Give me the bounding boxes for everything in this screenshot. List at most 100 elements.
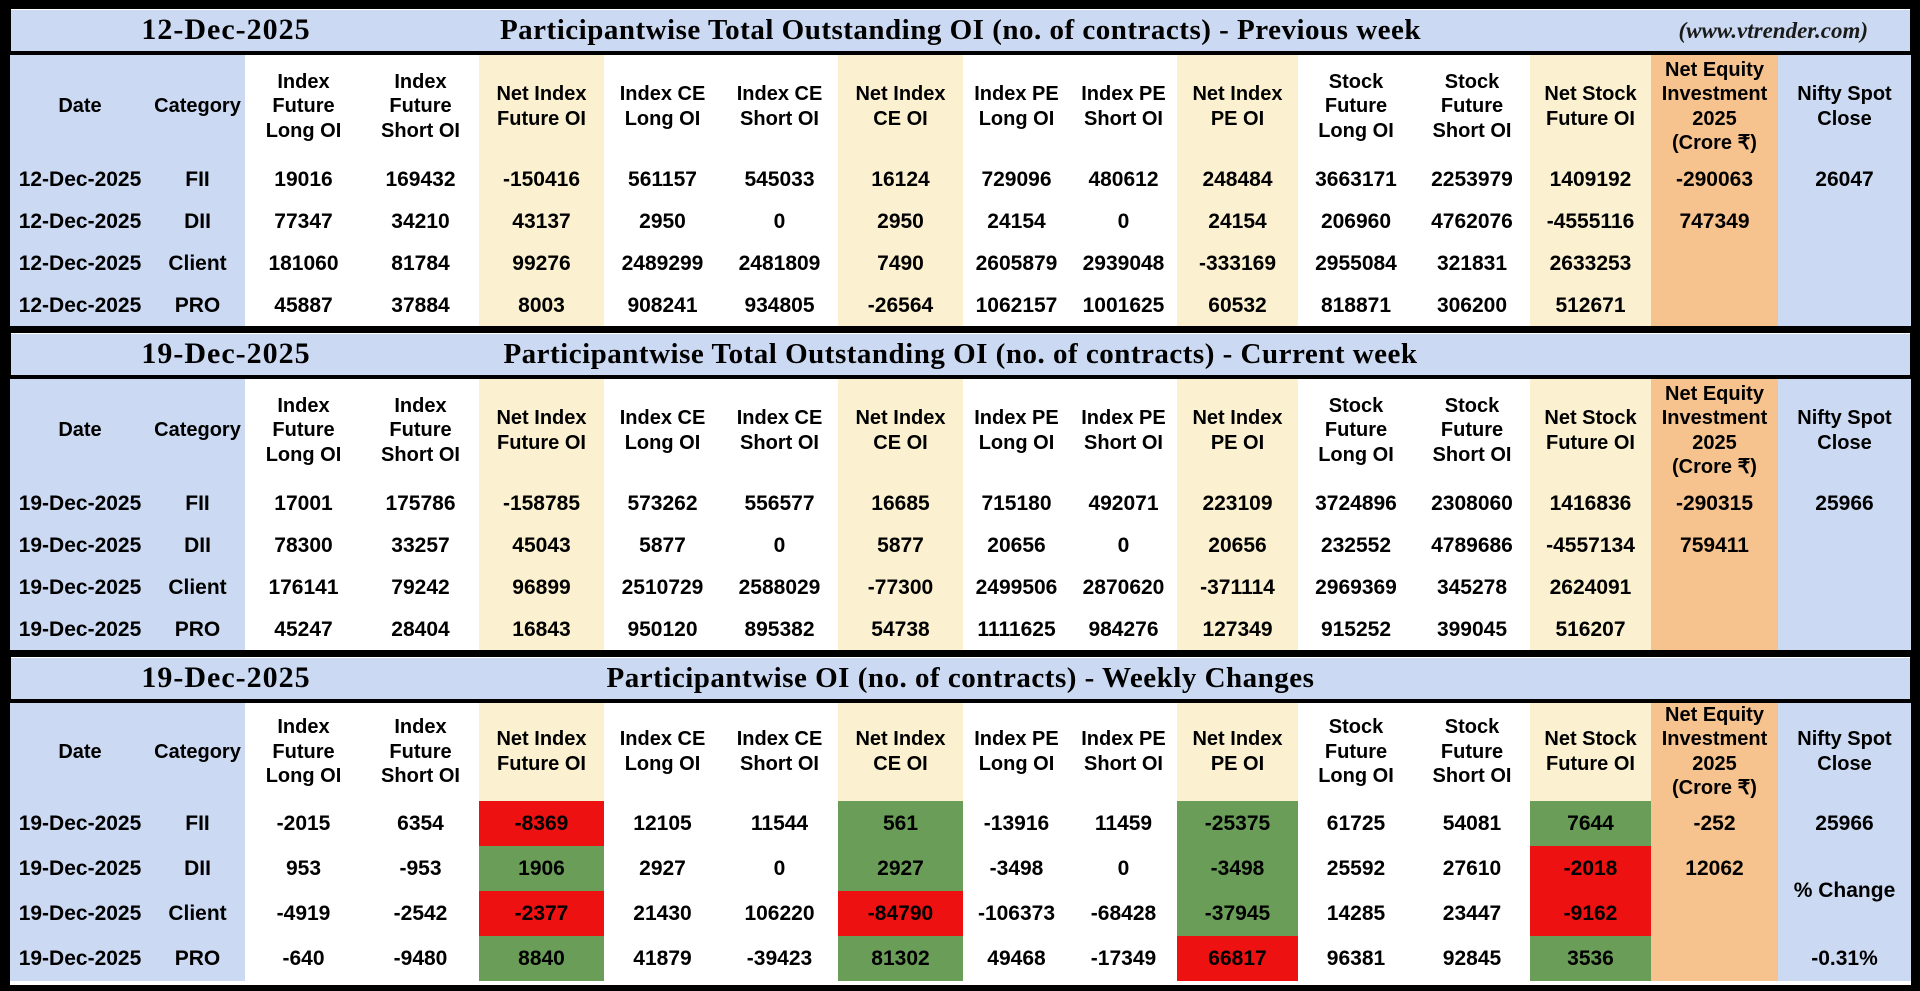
cell-index-ce-short-oi: 545033 bbox=[744, 167, 815, 191]
cell-net-stock-future-oi: 2624091 bbox=[1530, 566, 1651, 608]
cell-index-pe-short-oi: 2870620 bbox=[1082, 575, 1165, 599]
cell-category: DII bbox=[150, 524, 245, 566]
cell-category: PRO bbox=[150, 608, 245, 650]
cell-date: 19-Dec-2025 bbox=[10, 845, 150, 891]
col-header-index-pe-long-oi: Index PE Long OI bbox=[974, 83, 1059, 130]
col-header-index-pe-long-oi: Index PE Long OI bbox=[974, 407, 1059, 454]
col-header-category: Category bbox=[150, 379, 245, 482]
col-header-date: Date bbox=[10, 379, 150, 482]
cell-index-ce-long-oi: 12105 bbox=[633, 811, 692, 835]
cell-stock-future-short-oi: 321831 bbox=[1436, 251, 1508, 275]
cell-nifty-spot-close: 25966 bbox=[1778, 482, 1911, 524]
website-credit: (www.vtrender.com) bbox=[1678, 17, 1868, 43]
cell-index-future-short-oi: 81784 bbox=[391, 251, 450, 275]
col-header-stock-future-long-oi: Stock Future Long OI bbox=[1318, 716, 1394, 787]
cell-index-pe-long-oi: -3498 bbox=[989, 856, 1044, 880]
col-header-index-ce-long-oi: Index CE Long OI bbox=[619, 83, 706, 130]
cell-index-future-short-oi: 79242 bbox=[391, 575, 450, 599]
cell-date: 12-Dec-2025 bbox=[10, 242, 150, 284]
cell-stock-future-long-oi: 61725 bbox=[1326, 811, 1386, 835]
oi-report-sheet: Participantwise Total Outstanding OI (no… bbox=[10, 8, 1911, 985]
table-row: 19-Dec-2025 Client -4919 -2542 -2377 21430 106… bbox=[10, 890, 1911, 936]
cell-nifty-spot-close bbox=[1778, 524, 1911, 566]
cell-category: Client bbox=[150, 242, 245, 284]
cell-index-ce-long-oi: 573262 bbox=[627, 491, 698, 515]
cell-net-stock-future-oi: -9162 bbox=[1530, 890, 1651, 936]
cell-index-ce-long-oi: 908241 bbox=[627, 293, 698, 317]
cell-stock-future-long-oi: 206960 bbox=[1320, 209, 1392, 233]
cell-net-index-future-oi: 1906 bbox=[479, 845, 604, 891]
current-week-date: 19-Dec-2025 bbox=[141, 337, 311, 370]
cell-date: 19-Dec-2025 bbox=[10, 935, 150, 981]
cell-nifty-spot-close bbox=[1778, 608, 1911, 650]
cell-index-ce-short-oi: 11544 bbox=[750, 811, 809, 835]
cell-stock-future-short-oi: 306200 bbox=[1436, 293, 1508, 317]
col-header-category: Category bbox=[150, 703, 245, 801]
table-row: 19-Dec-2025 FII 17001 175786 -158785 573262 55… bbox=[10, 482, 1911, 524]
cell-net-index-pe-oi: 66817 bbox=[1177, 935, 1298, 981]
cell-index-pe-short-oi: -17349 bbox=[1090, 946, 1157, 970]
cell-nifty-spot-close bbox=[1778, 200, 1911, 242]
cell-index-future-short-oi: 175786 bbox=[385, 491, 456, 515]
col-header-index-future-short-oi: Index Future Short OI bbox=[381, 70, 460, 142]
cell-net-index-pe-oi: 60532 bbox=[1177, 284, 1298, 326]
cell-net-equity-investment: 759411 bbox=[1651, 524, 1778, 566]
cell-net-index-pe-oi: 20656 bbox=[1177, 524, 1298, 566]
cell-net-index-pe-oi: -371114 bbox=[1177, 566, 1298, 608]
cell-net-index-ce-oi: 54738 bbox=[838, 608, 963, 650]
col-header-nifty-spot-close: Nifty Spot Close bbox=[1778, 55, 1911, 158]
cell-index-future-short-oi: 169432 bbox=[385, 167, 456, 191]
col-header-net-stock-future-oi: Net Stock Future OI bbox=[1530, 703, 1651, 801]
cell-net-equity-investment: 12062 bbox=[1651, 845, 1778, 891]
cell-net-stock-future-oi: -4555116 bbox=[1530, 200, 1651, 242]
cell-index-pe-short-oi: 0 bbox=[1117, 856, 1130, 880]
table-row: 12-Dec-2025 DII 77347 34210 43137 2950 0 2950 24… bbox=[10, 200, 1911, 242]
cell-index-future-short-oi: 28404 bbox=[391, 617, 450, 641]
cell-index-ce-long-oi: 950120 bbox=[627, 617, 698, 641]
cell-index-future-short-oi: 33257 bbox=[391, 533, 450, 557]
cell-net-index-pe-oi: 127349 bbox=[1177, 608, 1298, 650]
cell-index-pe-long-oi: 49468 bbox=[987, 946, 1046, 970]
cell-index-pe-long-oi: 20656 bbox=[987, 533, 1046, 557]
cell-index-future-long-oi: 181060 bbox=[268, 251, 339, 275]
cell-date: 19-Dec-2025 bbox=[10, 524, 150, 566]
col-header-index-future-long-oi: Index Future Long OI bbox=[265, 70, 342, 142]
col-header-index-pe-long-oi: Index PE Long OI bbox=[974, 728, 1059, 775]
col-header-date: Date bbox=[10, 703, 150, 801]
cell-net-index-future-oi: -2377 bbox=[479, 890, 604, 936]
cell-date: 12-Dec-2025 bbox=[10, 284, 150, 326]
cell-net-stock-future-oi: 1409192 bbox=[1530, 158, 1651, 200]
cell-net-index-future-oi: -158785 bbox=[479, 482, 604, 524]
cell-date: 19-Dec-2025 bbox=[10, 566, 150, 608]
cell-net-equity-investment bbox=[1651, 608, 1778, 650]
col-header-stock-future-short-oi: Stock Future Short OI bbox=[1432, 394, 1512, 466]
cell-index-future-long-oi: -2015 bbox=[276, 811, 331, 835]
col-header-net-equity-investment: Net Equity Investment 2025 (Crore ₹) bbox=[1651, 55, 1778, 158]
cell-net-stock-future-oi: -2018 bbox=[1530, 845, 1651, 891]
col-header-index-pe-short-oi: Index PE Short OI bbox=[1081, 728, 1166, 775]
table-row: 12-Dec-2025 PRO 45887 37884 8003 908241 934805… bbox=[10, 284, 1911, 326]
col-header-net-index-ce-oi: Net Index CE OI bbox=[838, 379, 963, 482]
cell-index-future-short-oi: -953 bbox=[399, 856, 442, 880]
cell-stock-future-short-oi: 92845 bbox=[1442, 946, 1502, 970]
cell-net-index-ce-oi: 5877 bbox=[838, 524, 963, 566]
cell-category: FII bbox=[150, 482, 245, 524]
col-header-stock-future-long-oi: Stock Future Long OI bbox=[1318, 394, 1394, 466]
cell-date: 19-Dec-2025 bbox=[10, 800, 150, 846]
col-header-index-future-short-oi: Index Future Short OI bbox=[381, 394, 460, 466]
cell-net-index-ce-oi: 7490 bbox=[838, 242, 963, 284]
cell-index-pe-short-oi: -68428 bbox=[1090, 901, 1157, 925]
cell-date: 19-Dec-2025 bbox=[10, 890, 150, 936]
cell-index-future-long-oi: 19016 bbox=[274, 167, 333, 191]
cell-category: PRO bbox=[150, 935, 245, 981]
cell-category: DII bbox=[150, 200, 245, 242]
table-row: 12-Dec-2025 FII 19016 169432 -150416 561157 54… bbox=[10, 158, 1911, 200]
cell-category: FII bbox=[150, 158, 245, 200]
cell-stock-future-short-oi: 54081 bbox=[1442, 811, 1502, 835]
cell-category: Client bbox=[150, 890, 245, 936]
cell-net-equity-investment: -290315 bbox=[1651, 482, 1778, 524]
cell-net-index-future-oi: 43137 bbox=[479, 200, 604, 242]
cell-net-index-future-oi: -8369 bbox=[479, 800, 604, 846]
cell-stock-future-short-oi: 2253979 bbox=[1431, 167, 1513, 191]
col-header-index-future-long-oi: Index Future Long OI bbox=[265, 394, 342, 466]
